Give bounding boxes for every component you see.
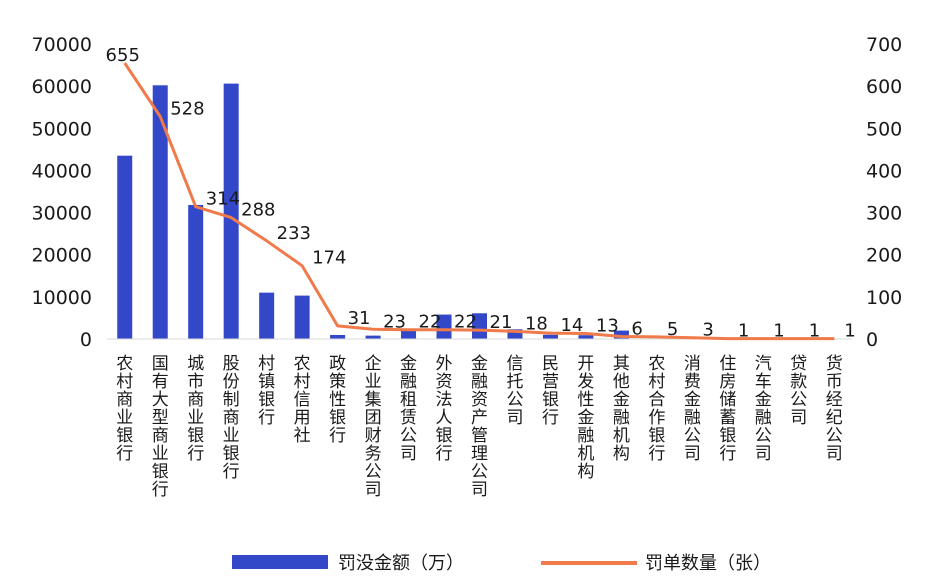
right-tick-label: 0 — [866, 329, 878, 351]
bar — [294, 295, 310, 339]
data-label: 1 — [844, 321, 855, 342]
right-tick-label: 300 — [866, 203, 902, 225]
data-label: 31 — [348, 308, 371, 329]
bar — [542, 334, 558, 339]
right-tick-label: 200 — [866, 245, 902, 267]
bar — [578, 335, 594, 339]
category-label: 城市商业银行 — [187, 354, 204, 464]
category-label: 其他金融机构 — [613, 354, 630, 464]
left-tick-label: 10000 — [32, 287, 92, 309]
category-label: 村镇银行 — [258, 354, 275, 428]
category-label: 国有大型商业银行 — [152, 354, 169, 500]
category-label: 消费金融公司 — [684, 354, 701, 464]
bar — [259, 292, 275, 339]
legend-swatch-bar — [232, 555, 328, 569]
legend-label-bar: 罚没金额（万） — [338, 553, 464, 574]
legend: 罚没金额（万） 罚单数量（张） — [232, 553, 771, 574]
data-label: 18 — [525, 313, 548, 334]
category-label: 农村合作银行 — [648, 354, 665, 464]
right-tick-label: 600 — [866, 76, 902, 98]
left-tick-label: 40000 — [32, 160, 92, 182]
data-label: 1 — [773, 321, 784, 342]
right-tick-label: 100 — [866, 287, 902, 309]
left-tick-label: 70000 — [32, 34, 92, 56]
bar — [152, 85, 168, 339]
category-label: 贷款公司 — [790, 354, 807, 428]
category-label: 股份制商业银行 — [223, 354, 240, 482]
category-label: 货币经纪公司 — [826, 354, 843, 464]
data-label: 13 — [596, 316, 619, 337]
category-label: 农村商业银行 — [116, 354, 133, 464]
right-tick-label: 500 — [866, 118, 902, 140]
right-axis-ticks: 0 100 200 300 400 500 600 700 — [866, 34, 902, 351]
right-tick-label: 400 — [866, 160, 902, 182]
bar — [507, 329, 523, 339]
data-label: 23 — [383, 311, 406, 332]
category-label: 住房储蓄银行 — [719, 354, 736, 464]
data-label: 22 — [419, 312, 442, 333]
data-label: 6 — [631, 318, 642, 339]
data-label: 314 — [206, 189, 240, 210]
bar — [330, 334, 346, 339]
legend-label-line: 罚单数量（张） — [645, 553, 771, 574]
series-line — [123, 62, 835, 341]
category-label: 外资法人银行 — [436, 354, 453, 464]
data-label: 14 — [560, 315, 583, 336]
bar — [436, 314, 452, 339]
data-label: 21 — [490, 312, 513, 333]
left-axis-ticks: 0 10000 20000 30000 40000 50000 60000 70000 — [32, 34, 92, 351]
data-label: 22 — [454, 312, 477, 333]
category-label: 民营银行 — [542, 354, 559, 428]
data-label: 1 — [809, 321, 820, 342]
right-tick-label: 700 — [866, 34, 902, 56]
data-label: 655 — [106, 45, 140, 66]
category-label: 信托公司 — [506, 354, 523, 428]
left-tick-label: 50000 — [32, 118, 92, 140]
left-tick-label: 60000 — [32, 76, 92, 98]
bar-series — [117, 83, 629, 339]
data-label: 3 — [702, 320, 713, 341]
data-label: 174 — [312, 248, 346, 269]
category-label: 金融资产管理公司 — [471, 354, 488, 500]
left-tick-label: 30000 — [32, 203, 92, 225]
data-label: 528 — [170, 98, 204, 119]
left-tick-label: 20000 — [32, 245, 92, 267]
category-label: 政策性银行 — [329, 354, 346, 446]
category-label: 企业集团财务公司 — [365, 354, 382, 500]
bar — [401, 329, 417, 339]
line-series — [123, 62, 835, 341]
data-label: 233 — [277, 223, 311, 244]
data-label: 5 — [667, 319, 678, 340]
left-tick-label: 0 — [80, 329, 92, 351]
category-label: 金融租赁公司 — [400, 354, 417, 464]
data-label: 1 — [738, 321, 749, 342]
bar — [188, 204, 204, 339]
category-labels: 农村商业银行 国有大型商业银行 城市商业银行 股份制商业银行 村镇银行 农村信用社 政策性银… — [116, 354, 843, 500]
bar — [223, 83, 239, 339]
data-label: 288 — [241, 200, 275, 221]
bar — [613, 330, 629, 339]
category-label: 汽车金融公司 — [755, 354, 772, 464]
bar — [365, 335, 381, 339]
bar — [117, 155, 133, 339]
category-label: 农村信用社 — [294, 354, 311, 446]
bar — [472, 313, 487, 339]
category-label: 开发性金融机构 — [577, 354, 594, 482]
